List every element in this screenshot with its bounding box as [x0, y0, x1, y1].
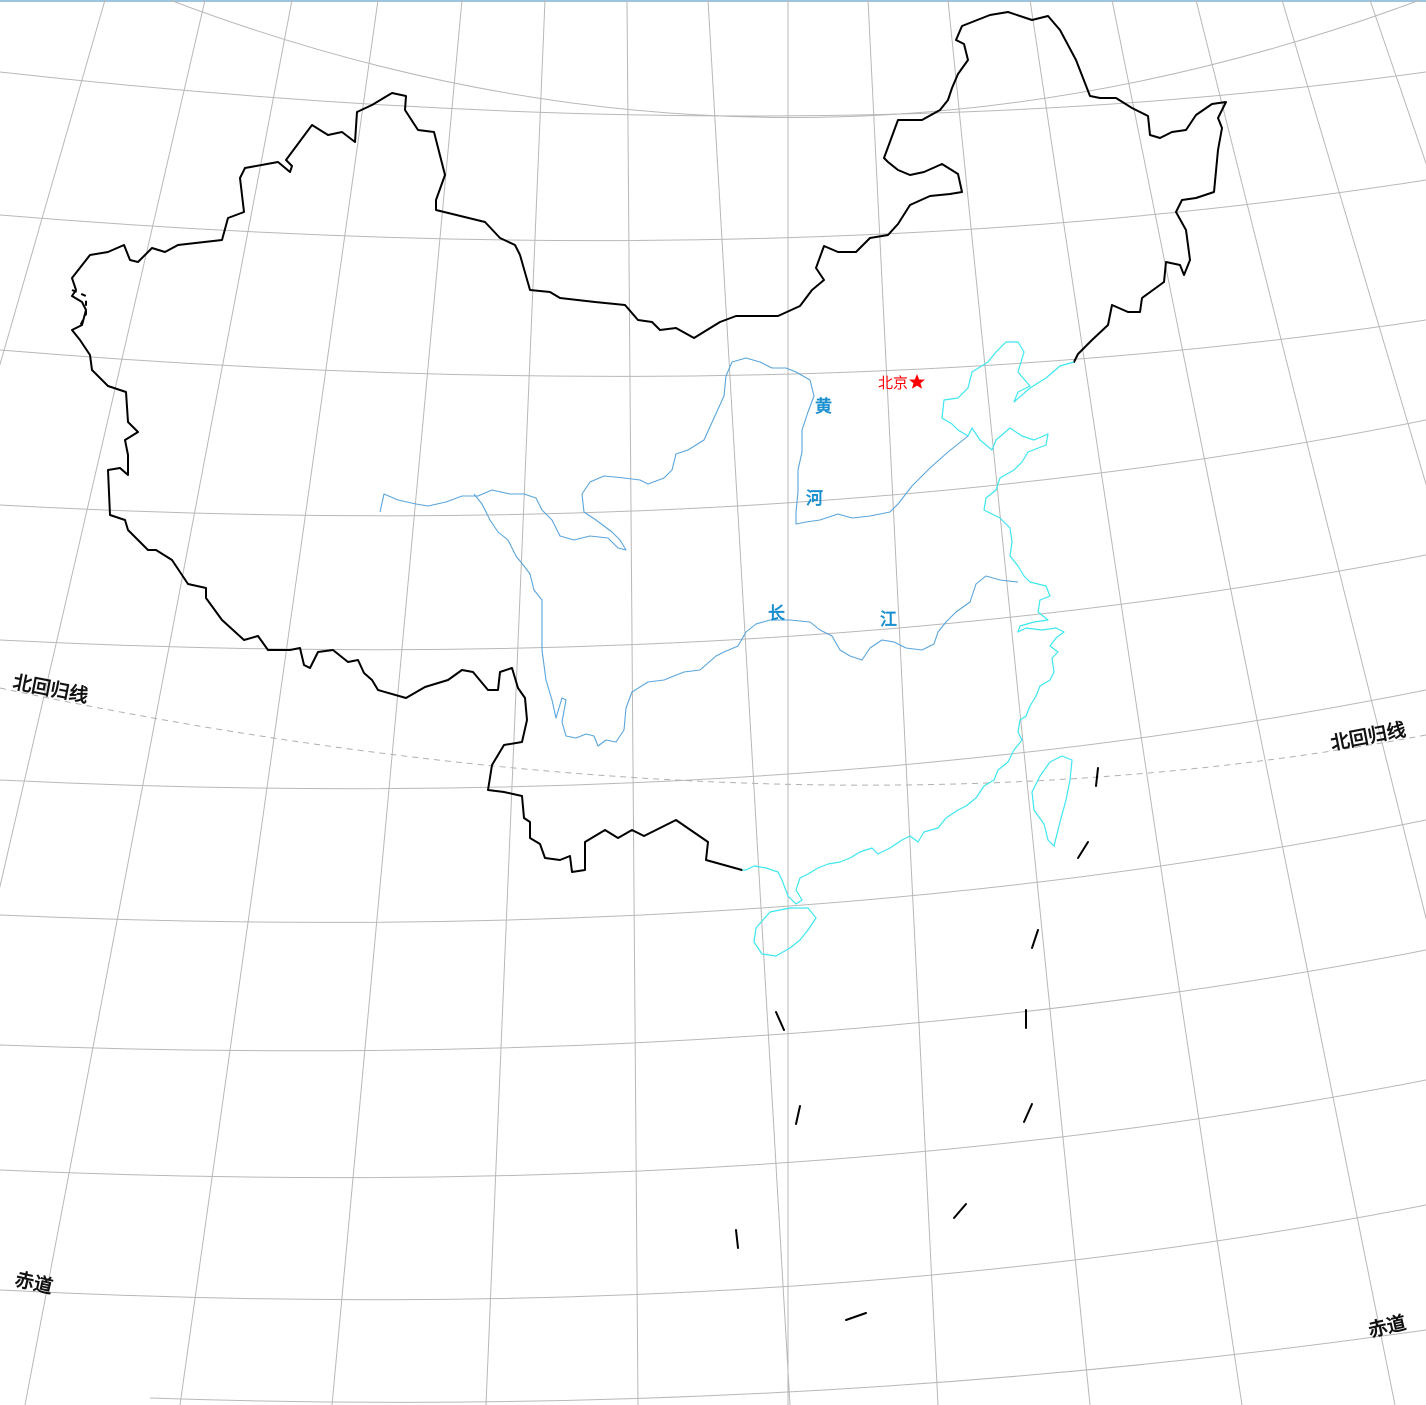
rivers	[379, 357, 1019, 747]
meridian-line	[1195, 0, 1426, 921]
meridian-line	[1111, 0, 1396, 1405]
meridian-line	[1029, 0, 1243, 1405]
parallel-line	[0, 1079, 1426, 1179]
tropic-of-cancer-label-right: 北回归线	[1329, 718, 1408, 755]
meridian-line	[485, 0, 546, 1405]
meridian-line	[1281, 0, 1426, 486]
parallel-line	[0, 71, 1426, 117]
parallel-line	[0, 689, 1426, 790]
parallel-line	[169, 0, 1421, 118]
yellow-river-label-char-2: 河	[806, 489, 823, 509]
meridian-line	[1369, 0, 1426, 165]
parallel-line	[0, 819, 1426, 923]
border-dashed-segment	[71, 289, 87, 327]
dash-segment	[1077, 841, 1089, 859]
tropic-of-cancer-line	[0, 687, 1426, 786]
equator-label-right: 赤道	[1366, 1311, 1408, 1342]
parallel-line	[0, 554, 1426, 651]
equator-label-left: 赤道	[13, 1267, 55, 1298]
yangtze-label-char-1: 长	[768, 603, 786, 624]
meridian-line	[867, 0, 939, 1405]
meridian-line	[24, 0, 293, 1405]
national-border	[71, 11, 1227, 873]
dash-segment	[845, 1312, 867, 1321]
parallel-line	[0, 179, 1426, 242]
yangtze-river	[473, 493, 1019, 747]
red-star-icon	[909, 374, 925, 389]
map-labels: 北回归线 北回归线 赤道 赤道 北京 黄 河 长 江	[11, 374, 1408, 1342]
meridian-line	[626, 0, 639, 1405]
capital-city-label: 北京	[878, 374, 908, 392]
parallel-line	[0, 949, 1426, 1052]
dash-segment	[953, 1203, 967, 1219]
dash-segment	[1023, 1103, 1033, 1123]
parallel-line	[0, 1204, 1426, 1301]
yellow-river	[379, 357, 969, 551]
parallel-line	[0, 419, 1426, 517]
meridian-line	[179, 0, 379, 1405]
tropic-of-cancer-label-left: 北回归线	[11, 670, 90, 707]
meridian-line	[0, 0, 106, 367]
meridian-line	[707, 0, 791, 1405]
yangtze-label-char-2: 江	[880, 610, 897, 630]
taiwan-island-coastline	[1031, 755, 1073, 847]
parallel-line	[0, 319, 1426, 377]
meridian-line	[331, 0, 463, 1405]
dash-segment	[795, 1105, 801, 1125]
dash-segment	[775, 1011, 785, 1031]
meridian-line	[947, 0, 1091, 1405]
dash-segment	[1095, 767, 1099, 787]
yellow-river-label-char-1: 黄	[815, 396, 832, 417]
nine-dash-line	[735, 767, 1099, 1321]
dash-segment	[1031, 929, 1039, 949]
mainland-coastline	[742, 341, 1075, 905]
meridian-line	[0, 0, 206, 889]
coastline	[742, 341, 1075, 957]
hainan-island-coastline	[753, 907, 817, 957]
dash-segment	[735, 1229, 739, 1249]
